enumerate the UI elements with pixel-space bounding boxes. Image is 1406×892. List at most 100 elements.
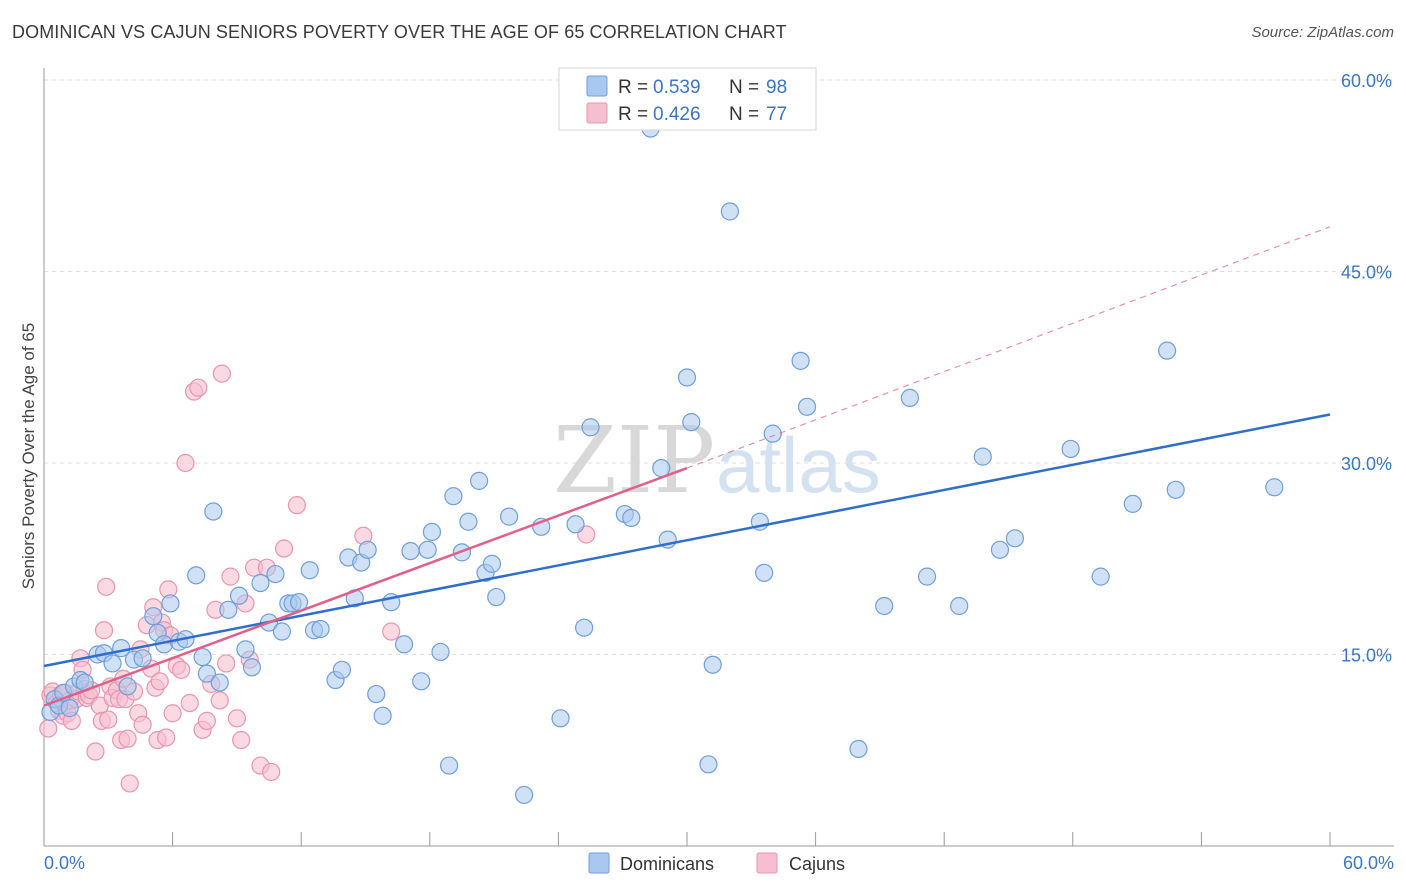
legend-r-label-cajuns: R = bbox=[618, 104, 648, 125]
cajuns-point bbox=[99, 710, 118, 729]
cajuns-point bbox=[227, 709, 246, 728]
y-tick-label: 30.0% bbox=[1341, 454, 1392, 474]
dominicans-point bbox=[1166, 480, 1185, 499]
cajuns-point bbox=[97, 577, 116, 596]
cajuns-point bbox=[180, 693, 199, 713]
dominicans-point bbox=[418, 540, 437, 559]
dominicans-point bbox=[272, 622, 292, 641]
dominicans-point bbox=[703, 655, 722, 674]
dominicans-point bbox=[849, 739, 868, 759]
legend-r-value-cajuns: 0.426 bbox=[653, 104, 701, 125]
watermark: ZIP atlas bbox=[553, 407, 881, 514]
cajuns-point bbox=[157, 728, 176, 747]
y-tick-label: 45.0% bbox=[1341, 263, 1392, 283]
dominicans-point bbox=[187, 566, 206, 585]
dominicans-point bbox=[875, 596, 894, 616]
cajuns-point bbox=[212, 364, 231, 383]
cajuns-point bbox=[39, 719, 58, 738]
dominicans-point bbox=[469, 471, 489, 490]
cajuns-point bbox=[189, 378, 208, 397]
cajuns-point bbox=[120, 774, 139, 793]
dominicans-point bbox=[1005, 529, 1025, 548]
dominicans-point bbox=[482, 554, 502, 573]
dominicans-point bbox=[204, 502, 223, 521]
dominicans-point bbox=[682, 413, 701, 432]
dominicans-point bbox=[755, 563, 774, 582]
cajuns-point bbox=[210, 691, 229, 710]
trend-lines bbox=[43, 226, 1331, 707]
cajuns-point bbox=[133, 715, 152, 734]
cajuns-point bbox=[382, 622, 401, 641]
chart-source: Source: ZipAtlas.com bbox=[1251, 24, 1394, 41]
dominicans-points bbox=[41, 119, 1284, 805]
cajuns-point bbox=[176, 453, 195, 473]
x-tick-label-min: 0.0% bbox=[44, 853, 85, 873]
dominicans-point bbox=[133, 649, 152, 668]
dominicans-point bbox=[412, 672, 431, 691]
dominicans-point bbox=[394, 635, 414, 654]
legend-n-value-dominicans: 98 bbox=[766, 77, 787, 98]
dominicans-point bbox=[431, 642, 450, 662]
cajuns-point bbox=[172, 660, 191, 679]
dominicans-point bbox=[566, 515, 585, 534]
legend-swatch-cajuns bbox=[586, 102, 608, 124]
dominicans-point bbox=[459, 512, 478, 531]
legend-r-value-dominicans: 0.539 bbox=[653, 77, 701, 98]
cajuns-point bbox=[262, 762, 281, 782]
dominicans-point bbox=[118, 677, 137, 696]
legend-n-value-cajuns: 77 bbox=[766, 104, 787, 125]
dominicans-point bbox=[161, 594, 180, 613]
legend-r-label-dominicans: R = bbox=[618, 77, 648, 98]
dominicans-point bbox=[487, 587, 506, 607]
dominicans-point bbox=[677, 368, 697, 387]
dominicans-point bbox=[236, 640, 255, 659]
dominicans-point bbox=[900, 388, 920, 407]
watermark-atlas: atlas bbox=[716, 421, 881, 509]
cajuns-point bbox=[86, 742, 105, 761]
dominicans-point bbox=[332, 660, 352, 679]
correlation-legend: R = 0.539 N = 98 R = 0.426 N = 77 bbox=[558, 67, 817, 131]
dominicans-point bbox=[144, 607, 163, 626]
dominicans-point bbox=[500, 507, 519, 526]
dominicans-point bbox=[444, 487, 463, 506]
dominicans-point bbox=[551, 709, 570, 728]
x-tick-marks bbox=[43, 832, 1331, 846]
dominicans-point bbox=[917, 567, 937, 586]
cajuns-point bbox=[163, 704, 182, 723]
dominicans-point bbox=[358, 540, 377, 559]
series-swatch-cajuns bbox=[756, 852, 778, 874]
series-legend: Dominicans Cajuns bbox=[588, 852, 845, 874]
dominicans-point bbox=[622, 508, 641, 527]
legend-n-label-cajuns: N = bbox=[729, 104, 759, 125]
chart-title: DOMINICAN VS CAJUN SENIORS POVERTY OVER … bbox=[12, 22, 787, 42]
dominicans-point bbox=[60, 699, 79, 718]
x-tick-label-max: 60.0% bbox=[1343, 853, 1394, 873]
cajuns-point bbox=[217, 654, 236, 673]
dominicans-point bbox=[266, 564, 285, 584]
series-label-dominicans: Dominicans bbox=[620, 854, 714, 874]
dominicans-point bbox=[1158, 341, 1177, 360]
dominicans-point bbox=[210, 673, 229, 692]
dominicans-point bbox=[1123, 494, 1142, 513]
cajuns-trend-line bbox=[43, 466, 688, 707]
dominicans-point bbox=[229, 586, 249, 605]
dominicans-point bbox=[401, 541, 420, 561]
dominicans-point bbox=[439, 756, 459, 775]
series-swatch-dominicans bbox=[588, 852, 610, 874]
cajuns-point bbox=[287, 496, 307, 515]
dominicans-point bbox=[197, 664, 216, 683]
dominicans-point bbox=[251, 573, 270, 593]
dominicans-point bbox=[1265, 478, 1284, 497]
dominicans-point bbox=[103, 654, 122, 673]
dominicans-point bbox=[575, 618, 594, 637]
y-tick-labels: 15.0% 30.0% 45.0% 60.0% bbox=[1341, 71, 1392, 666]
legend-n-label-dominicans: N = bbox=[729, 77, 759, 98]
cajuns-point bbox=[197, 711, 216, 730]
legend-swatch-dominicans bbox=[586, 75, 608, 97]
dominicans-point bbox=[791, 351, 810, 370]
dominicans-point bbox=[652, 459, 671, 478]
dominicans-point bbox=[990, 540, 1010, 559]
cajuns-points bbox=[39, 364, 596, 793]
dominicans-point bbox=[950, 596, 969, 616]
